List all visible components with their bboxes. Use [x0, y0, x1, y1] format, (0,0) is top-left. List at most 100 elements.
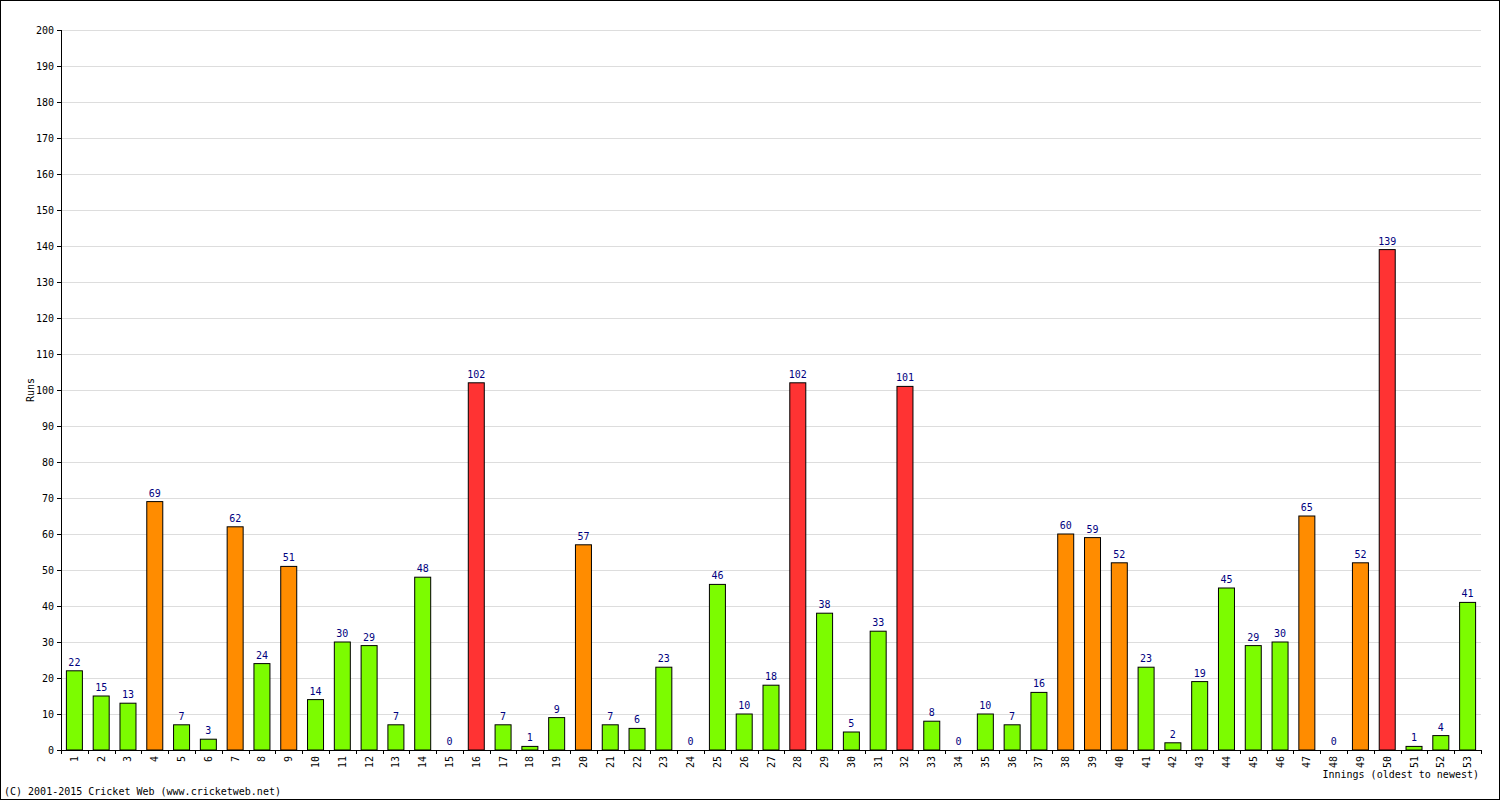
bar	[790, 383, 806, 750]
x-tick-label: 47	[1301, 756, 1312, 768]
y-tick-label: 170	[36, 133, 54, 144]
bar	[1460, 602, 1476, 750]
x-tick-label: 52	[1435, 756, 1446, 768]
y-tick-label: 80	[42, 457, 54, 468]
y-tick	[57, 714, 61, 715]
x-tick	[115, 750, 116, 754]
y-tick	[57, 210, 61, 211]
y-tick	[57, 102, 61, 103]
bar	[1245, 646, 1261, 750]
x-tick	[195, 750, 196, 754]
data-label: 101	[896, 372, 914, 383]
bar	[575, 545, 591, 750]
data-label: 38	[819, 599, 831, 610]
x-tick	[650, 750, 651, 754]
data-label: 18	[765, 671, 777, 682]
x-tick	[1427, 750, 1428, 754]
x-tick-label: 3	[122, 756, 133, 762]
x-tick-label: 38	[1060, 756, 1071, 768]
data-label: 102	[467, 369, 485, 380]
grid-line	[61, 534, 1481, 535]
data-label: 65	[1301, 502, 1313, 513]
x-tick	[1293, 750, 1294, 754]
x-tick-label: 19	[551, 756, 562, 768]
y-tick	[57, 642, 61, 643]
x-tick	[1213, 750, 1214, 754]
x-tick	[972, 750, 973, 754]
data-label: 1	[527, 732, 533, 743]
data-label: 5	[848, 718, 854, 729]
y-tick-label: 120	[36, 313, 54, 324]
bar	[843, 732, 859, 750]
bar	[281, 566, 297, 750]
data-label: 7	[607, 711, 613, 722]
x-tick-label: 11	[337, 756, 348, 768]
y-tick-label: 70	[42, 493, 54, 504]
x-tick-label: 22	[632, 756, 643, 768]
x-tick	[1267, 750, 1268, 754]
data-label: 48	[417, 563, 429, 574]
x-tick	[222, 750, 223, 754]
x-tick	[865, 750, 866, 754]
bar	[120, 703, 136, 750]
data-label: 22	[68, 657, 80, 668]
x-tick-label: 37	[1033, 756, 1044, 768]
data-label: 4	[1438, 722, 1444, 733]
bar	[1406, 746, 1422, 750]
x-tick-label: 41	[1141, 756, 1152, 768]
x-tick-label: 44	[1221, 756, 1232, 768]
x-tick	[1454, 750, 1455, 754]
data-label: 0	[1331, 736, 1337, 747]
bar	[1272, 642, 1288, 750]
bar	[468, 383, 484, 750]
x-tick-label: 34	[953, 756, 964, 768]
bars	[66, 250, 1475, 750]
x-tick	[61, 750, 62, 754]
grid-line	[61, 246, 1481, 247]
y-tick	[57, 534, 61, 535]
y-tick-label: 30	[42, 637, 54, 648]
x-tick-label: 6	[203, 756, 214, 762]
data-label: 69	[149, 488, 161, 499]
y-tick	[57, 426, 61, 427]
data-label: 2	[1170, 729, 1176, 740]
bar	[200, 739, 216, 750]
bar	[924, 721, 940, 750]
y-tick	[57, 66, 61, 67]
data-label: 13	[122, 689, 134, 700]
bar	[736, 714, 752, 750]
grid-line	[61, 354, 1481, 355]
data-label: 52	[1354, 549, 1366, 560]
x-tick-label: 16	[471, 756, 482, 768]
x-tick	[490, 750, 491, 754]
bar	[1165, 743, 1181, 750]
data-label: 52	[1113, 549, 1125, 560]
x-tick-label: 30	[846, 756, 857, 768]
y-tick-label: 150	[36, 205, 54, 216]
x-tick	[1347, 750, 1348, 754]
bar	[495, 725, 511, 750]
data-label: 139	[1378, 236, 1396, 247]
grid-line	[61, 498, 1481, 499]
bar	[1058, 534, 1074, 750]
x-tick-label: 12	[364, 756, 375, 768]
data-label: 8	[929, 707, 935, 718]
bar	[1218, 588, 1234, 750]
x-tick-label: 7	[230, 756, 241, 762]
data-label: 29	[1247, 632, 1259, 643]
y-tick-label: 130	[36, 277, 54, 288]
bar	[763, 685, 779, 750]
x-tick	[1186, 750, 1187, 754]
x-tick-label: 46	[1275, 756, 1286, 768]
x-tick	[356, 750, 357, 754]
x-tick-label: 15	[444, 756, 455, 768]
x-tick-label: 25	[712, 756, 723, 768]
bar	[977, 714, 993, 750]
data-label: 30	[1274, 628, 1286, 639]
data-label: 0	[688, 736, 694, 747]
y-tick-label: 20	[42, 673, 54, 684]
x-tick	[999, 750, 1000, 754]
bar	[817, 613, 833, 750]
x-tick-label: 24	[685, 756, 696, 768]
y-tick-label: 140	[36, 241, 54, 252]
